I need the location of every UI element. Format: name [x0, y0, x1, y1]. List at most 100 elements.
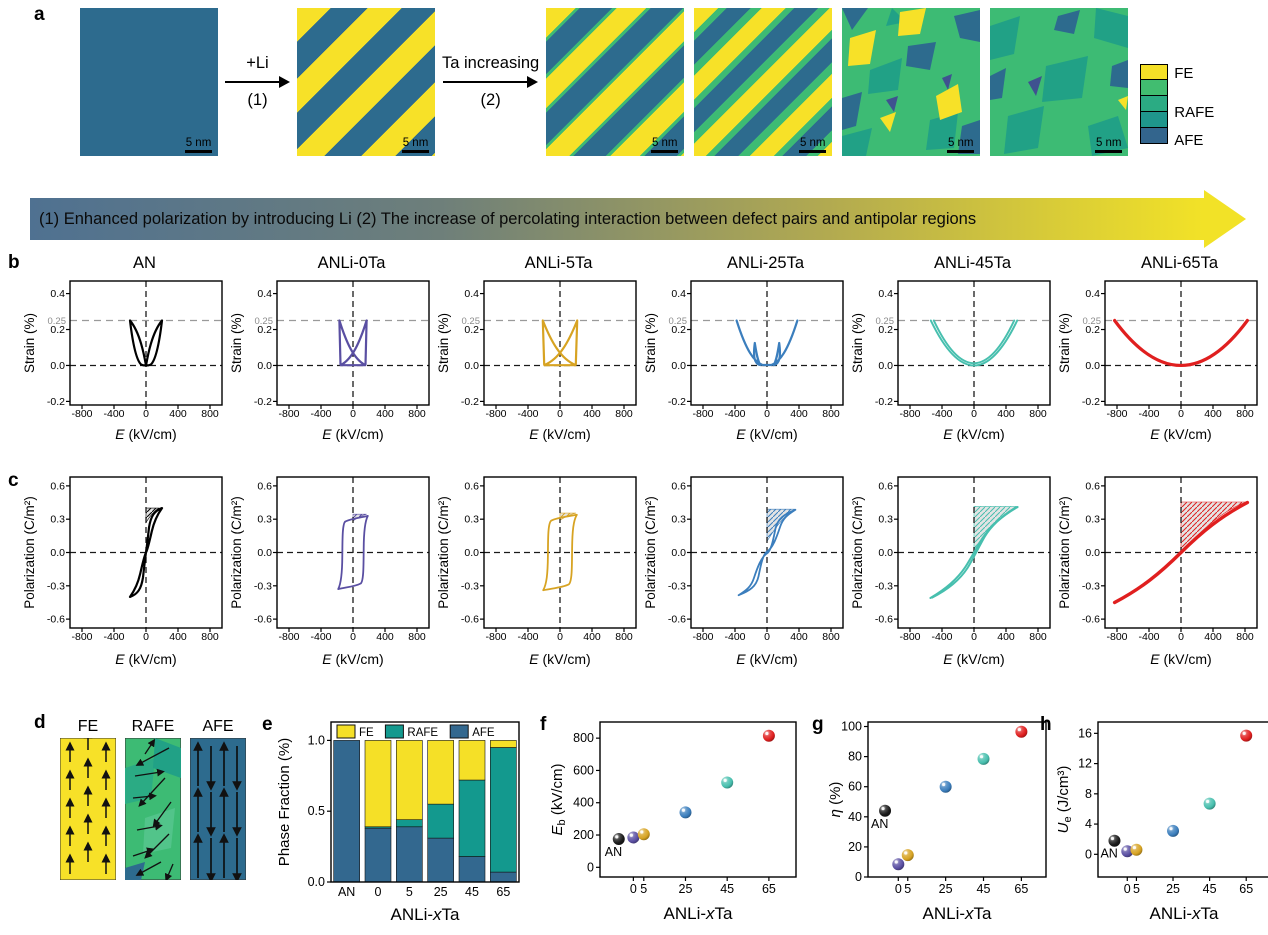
svg-text:400: 400 [997, 408, 1015, 420]
svg-text:0.4: 0.4 [257, 288, 272, 300]
strain-cell-65ta: ANLi-65Ta 0.25 -800 -400 0 400 800 0.4 0.2 0.0 -0… [1057, 254, 1264, 458]
scalebar: 5 nm [1095, 137, 1123, 153]
svg-text:0: 0 [1178, 408, 1184, 420]
phase-schematics: FE RAFE AFE [60, 718, 246, 880]
svg-text:0: 0 [143, 631, 149, 643]
phase-map-anli-5ta: 5 nm [546, 8, 685, 156]
svg-text:400: 400 [997, 631, 1015, 643]
svg-text:-0.6: -0.6 [668, 614, 686, 626]
strain-plot-0ta: 0.25 -800 -400 0 400 800 0.4 0.2 0.0 -0.2 E (kV/cm… [229, 276, 436, 458]
svg-text:-400: -400 [724, 631, 745, 643]
strain-5ta-svg: 0.25 -800 -400 0 400 800 0.4 0.2 0.0 -0.2 E (kV/cm… [436, 280, 637, 442]
svg-text:0.3: 0.3 [878, 514, 893, 526]
data-point-65 [1239, 729, 1252, 742]
svg-text:Strain (%): Strain (%) [643, 313, 658, 373]
bar-segment-FE [364, 740, 391, 828]
strain-cell-an: AN 0.25 -800 -400 0 400 800 0.4 0.2 0.0 -0.2 E (kV… [22, 254, 229, 458]
legend-label-rafe: RAFE [1174, 104, 1215, 121]
bar-segment-AFE [426, 837, 454, 883]
svg-text:E (kV/cm): E (kV/cm) [943, 651, 1004, 667]
svg-text:-800: -800 [485, 631, 506, 643]
strain-an-svg: 0.25 -800 -400 0 400 800 0.4 0.2 0.0 -0.2 E (kV/cm… [22, 280, 223, 442]
svg-text:-800: -800 [899, 408, 920, 420]
polar-plot-an: -800 -400 0 400 800 0.6 0.3 0.0 -0.3 -0.6 E (kV/cm… [22, 472, 229, 677]
loop-curve [929, 506, 1019, 599]
svg-text:65: 65 [762, 882, 776, 896]
svg-text:E (kV/cm): E (kV/cm) [322, 426, 383, 442]
loop-curve [1112, 500, 1250, 605]
svg-text:0: 0 [557, 631, 563, 643]
svg-text:-800: -800 [692, 408, 713, 420]
svg-text:-400: -400 [310, 631, 331, 643]
svg-text:25: 25 [938, 882, 952, 896]
strain-cell-25ta: ANLi-25Ta 0.25 -800 -400 0 400 800 0.4 0.2 0.0 -0… [643, 254, 850, 458]
svg-text:Strain (%): Strain (%) [22, 313, 37, 373]
svg-text:0.25: 0.25 [876, 316, 895, 327]
svg-text:E (kV/cm): E (kV/cm) [115, 426, 176, 442]
svg-text:0.6: 0.6 [671, 480, 686, 492]
panel-g: g 0 5 25 45 65 0 20 40 60 80 100 AN ANLi-xTa η (%) [812, 712, 1052, 930]
svg-text:5: 5 [904, 882, 911, 896]
loop-curve [737, 508, 797, 597]
data-point-5 [1130, 843, 1143, 856]
svg-text:800: 800 [408, 631, 426, 643]
svg-text:0.3: 0.3 [464, 514, 479, 526]
svg-text:400: 400 [1204, 631, 1222, 643]
polar-plot-5ta: -800 -400 0 400 800 0.6 0.3 0.0 -0.3 -0.6 E (kV/cm… [436, 472, 643, 677]
polar-plot-45ta: -800 -400 0 400 800 0.6 0.3 0.0 -0.3 -0.6 E (kV/cm… [850, 472, 1057, 677]
svg-text:-400: -400 [103, 408, 124, 420]
bar-segment-FE [458, 740, 485, 781]
data-point-25 [939, 780, 952, 793]
bar-segment-FE [426, 740, 454, 805]
svg-text:0: 0 [587, 860, 594, 874]
polar-plot-25ta: -800 -400 0 400 800 0.6 0.3 0.0 -0.3 -0.6 E (kV/cm… [643, 472, 850, 677]
data-point-AN [878, 804, 891, 817]
svg-text:Strain (%): Strain (%) [850, 313, 865, 373]
svg-text:200: 200 [573, 828, 594, 842]
svg-text:0.25: 0.25 [1083, 316, 1102, 327]
li-doping-arrow: +Li (1) [218, 8, 297, 156]
svg-text:0.0: 0.0 [464, 360, 479, 372]
svg-text:-0.6: -0.6 [47, 614, 65, 626]
svg-text:-800: -800 [71, 408, 92, 420]
loop-curve [542, 513, 578, 592]
bar-segment-AFE [395, 826, 423, 883]
svg-text:0: 0 [855, 870, 862, 884]
svg-text:8: 8 [1085, 787, 1092, 801]
svg-text:-0.2: -0.2 [875, 396, 893, 408]
strain-plot-45ta: 0.25 -800 -400 0 400 800 0.4 0.2 0.0 -0.2 E (kV/cm… [850, 276, 1057, 458]
data-point-65 [763, 729, 776, 742]
svg-text:-400: -400 [931, 631, 952, 643]
svg-text:800: 800 [1236, 408, 1254, 420]
svg-text:0.0: 0.0 [1085, 360, 1100, 372]
svg-text:400: 400 [583, 408, 601, 420]
legend-swatch-FE [336, 724, 356, 739]
phase-fraction-svg: AN 0 5 25 45 65 FE RAFE AFE 0.0 0.5 1.0 ANLi-xTa Phas… [276, 721, 520, 924]
svg-text:0: 0 [350, 408, 356, 420]
svg-text:0: 0 [764, 408, 770, 420]
svg-text:-0.6: -0.6 [1082, 614, 1100, 626]
svg-text:-0.2: -0.2 [668, 396, 686, 408]
svg-text:E (kV/cm): E (kV/cm) [1150, 426, 1211, 442]
svg-text:-800: -800 [899, 631, 920, 643]
svg-text:400: 400 [1204, 408, 1222, 420]
strain-plot-5ta: 0.25 -800 -400 0 400 800 0.4 0.2 0.0 -0.2 E (kV/cm… [436, 276, 643, 458]
rafe-mini-svg [125, 738, 181, 880]
rafe-schematic: RAFE [125, 718, 181, 880]
svg-text:0.3: 0.3 [1085, 514, 1100, 526]
phase-map-texture [990, 8, 1129, 156]
svg-text:45: 45 [976, 882, 990, 896]
svg-text:Strain (%): Strain (%) [229, 313, 244, 373]
svg-text:-400: -400 [310, 408, 331, 420]
svg-text:-400: -400 [724, 408, 745, 420]
svg-text:1.0: 1.0 [307, 733, 324, 747]
process-arrow-banner: (1) Enhanced polarization by introducing… [30, 190, 1246, 248]
svg-text:AN: AN [338, 885, 355, 899]
polar-an-svg: -800 -400 0 400 800 0.6 0.3 0.0 -0.3 -0.6 E (kV/cm… [22, 476, 223, 667]
data-point-0 [627, 831, 640, 844]
svg-text:400: 400 [376, 408, 394, 420]
svg-text:0.0: 0.0 [671, 547, 686, 559]
svg-text:0: 0 [764, 631, 770, 643]
right-arrow-icon [225, 76, 290, 88]
